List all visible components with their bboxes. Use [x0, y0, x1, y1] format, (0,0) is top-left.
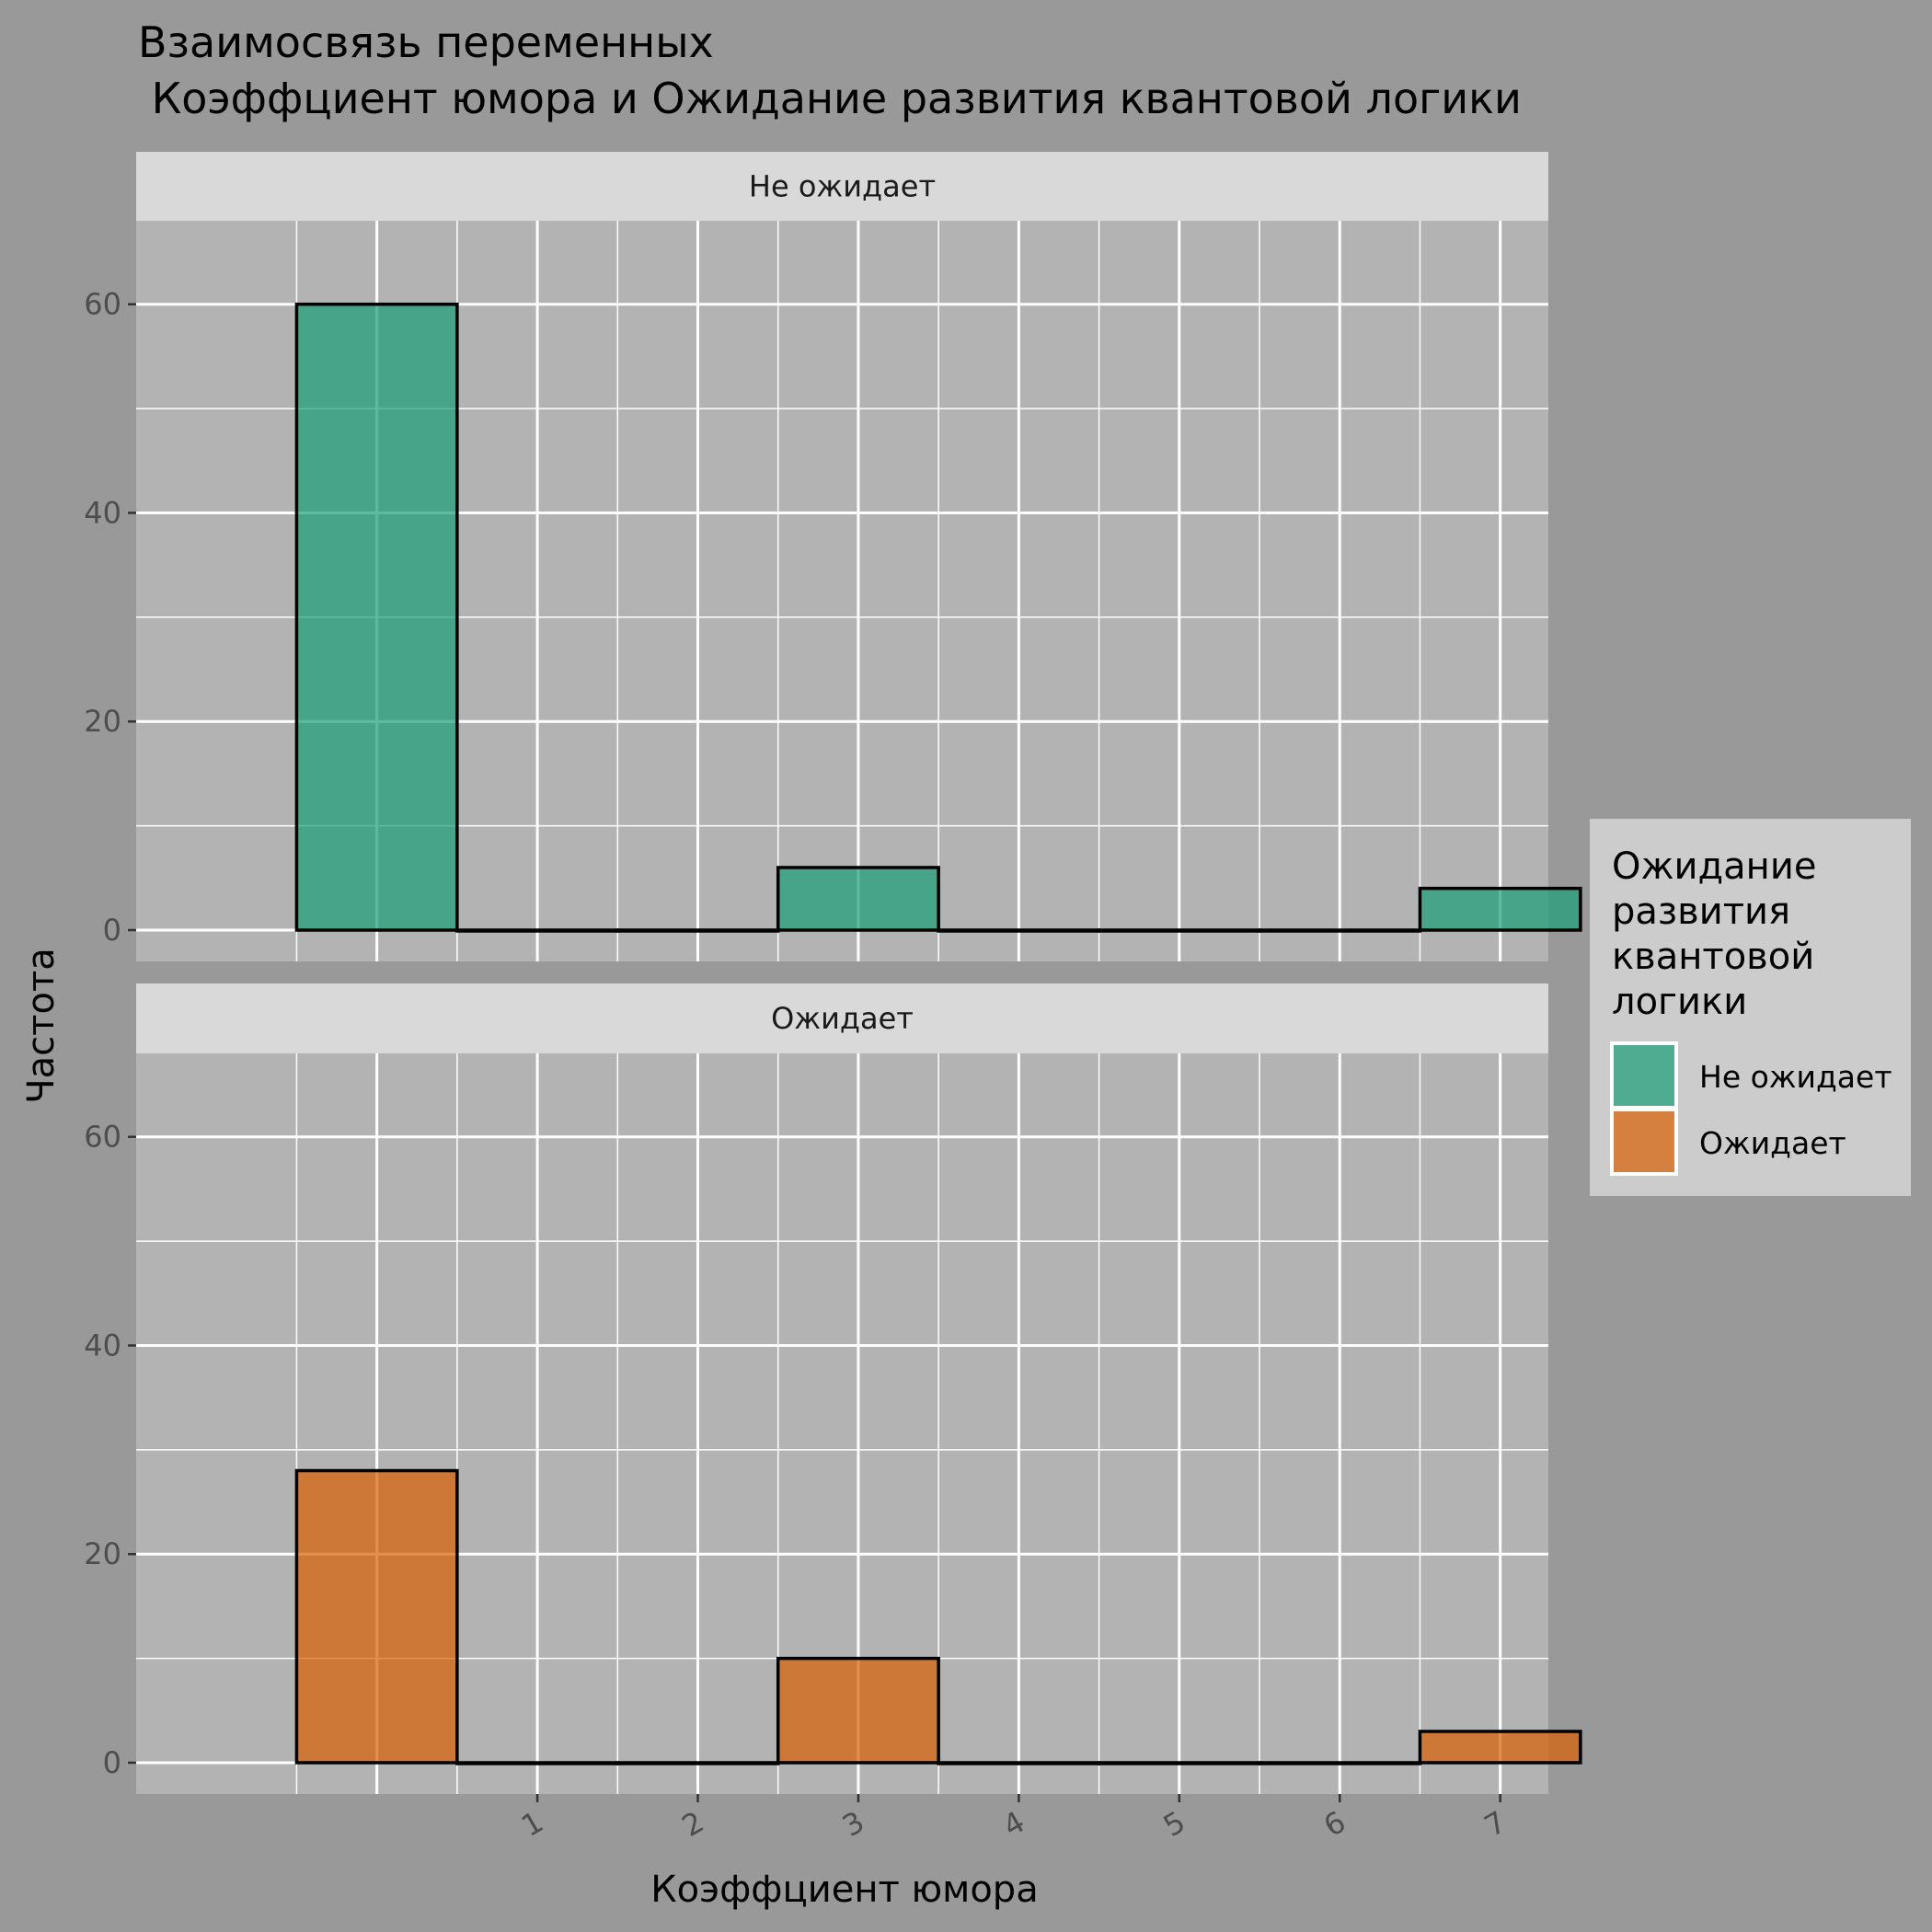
bar: [776, 1656, 940, 1765]
bar: [1258, 928, 1422, 933]
bar: [615, 928, 780, 933]
y-tick-label: 20: [84, 1536, 121, 1571]
legend-label-ozhidaet: Ожидает: [1699, 1125, 1846, 1161]
y-axis-title: Частота: [20, 948, 63, 1104]
y-tick-label: 0: [103, 913, 121, 948]
facet-strip: [136, 983, 1548, 1053]
facet-strip-label: Ожидает: [771, 1001, 914, 1036]
facet-1: Не ожидает 0 20 40 60: [84, 152, 1582, 961]
bar: [455, 928, 620, 933]
bar: [1258, 1761, 1422, 1765]
bar: [937, 1761, 1101, 1765]
y-tick-label: 40: [84, 495, 121, 530]
bar: [294, 302, 459, 932]
legend-key-ozhidaet: [1610, 1108, 1678, 1176]
bar: [455, 1761, 620, 1765]
legend-title-line-3: квантовой: [1612, 936, 1814, 978]
bar: [294, 1468, 459, 1765]
chart-title-line-2: Коэффциент юмора и Ожидание развития ква…: [138, 74, 1522, 123]
bar: [1097, 1761, 1261, 1765]
legend-title-line-2: развития: [1612, 891, 1790, 933]
y-tick-label: 20: [84, 704, 121, 739]
bar: [937, 928, 1101, 933]
legend: Ожидание развития квантовой логики Не ож…: [1590, 819, 1911, 1196]
y-tick-label: 60: [84, 1120, 121, 1155]
y-tick-label: 0: [103, 1745, 121, 1780]
facet-strip-label: Не ожидает: [749, 169, 936, 204]
legend-title-line-4: логики: [1612, 981, 1747, 1023]
y-tick-label: 40: [84, 1328, 121, 1363]
legend-label-ne-ozhidaet: Не ожидает: [1699, 1059, 1892, 1095]
facet-strip: [136, 152, 1548, 221]
bar: [1418, 1730, 1582, 1765]
facet-2: Ожидает 0 20 40 60: [84, 983, 1582, 1794]
bar: [615, 1761, 780, 1765]
x-axis-title: Коэффциент юмора: [650, 1869, 1038, 1911]
y-tick-label: 60: [84, 287, 121, 322]
legend-key-ne-ozhidaet: [1610, 1041, 1678, 1110]
bar: [776, 866, 940, 932]
bar: [1418, 886, 1582, 932]
chart-title-line-1: Взаимосвязь переменных: [138, 17, 714, 67]
bar: [1097, 928, 1261, 933]
legend-title-line-1: Ожидание: [1612, 845, 1816, 888]
